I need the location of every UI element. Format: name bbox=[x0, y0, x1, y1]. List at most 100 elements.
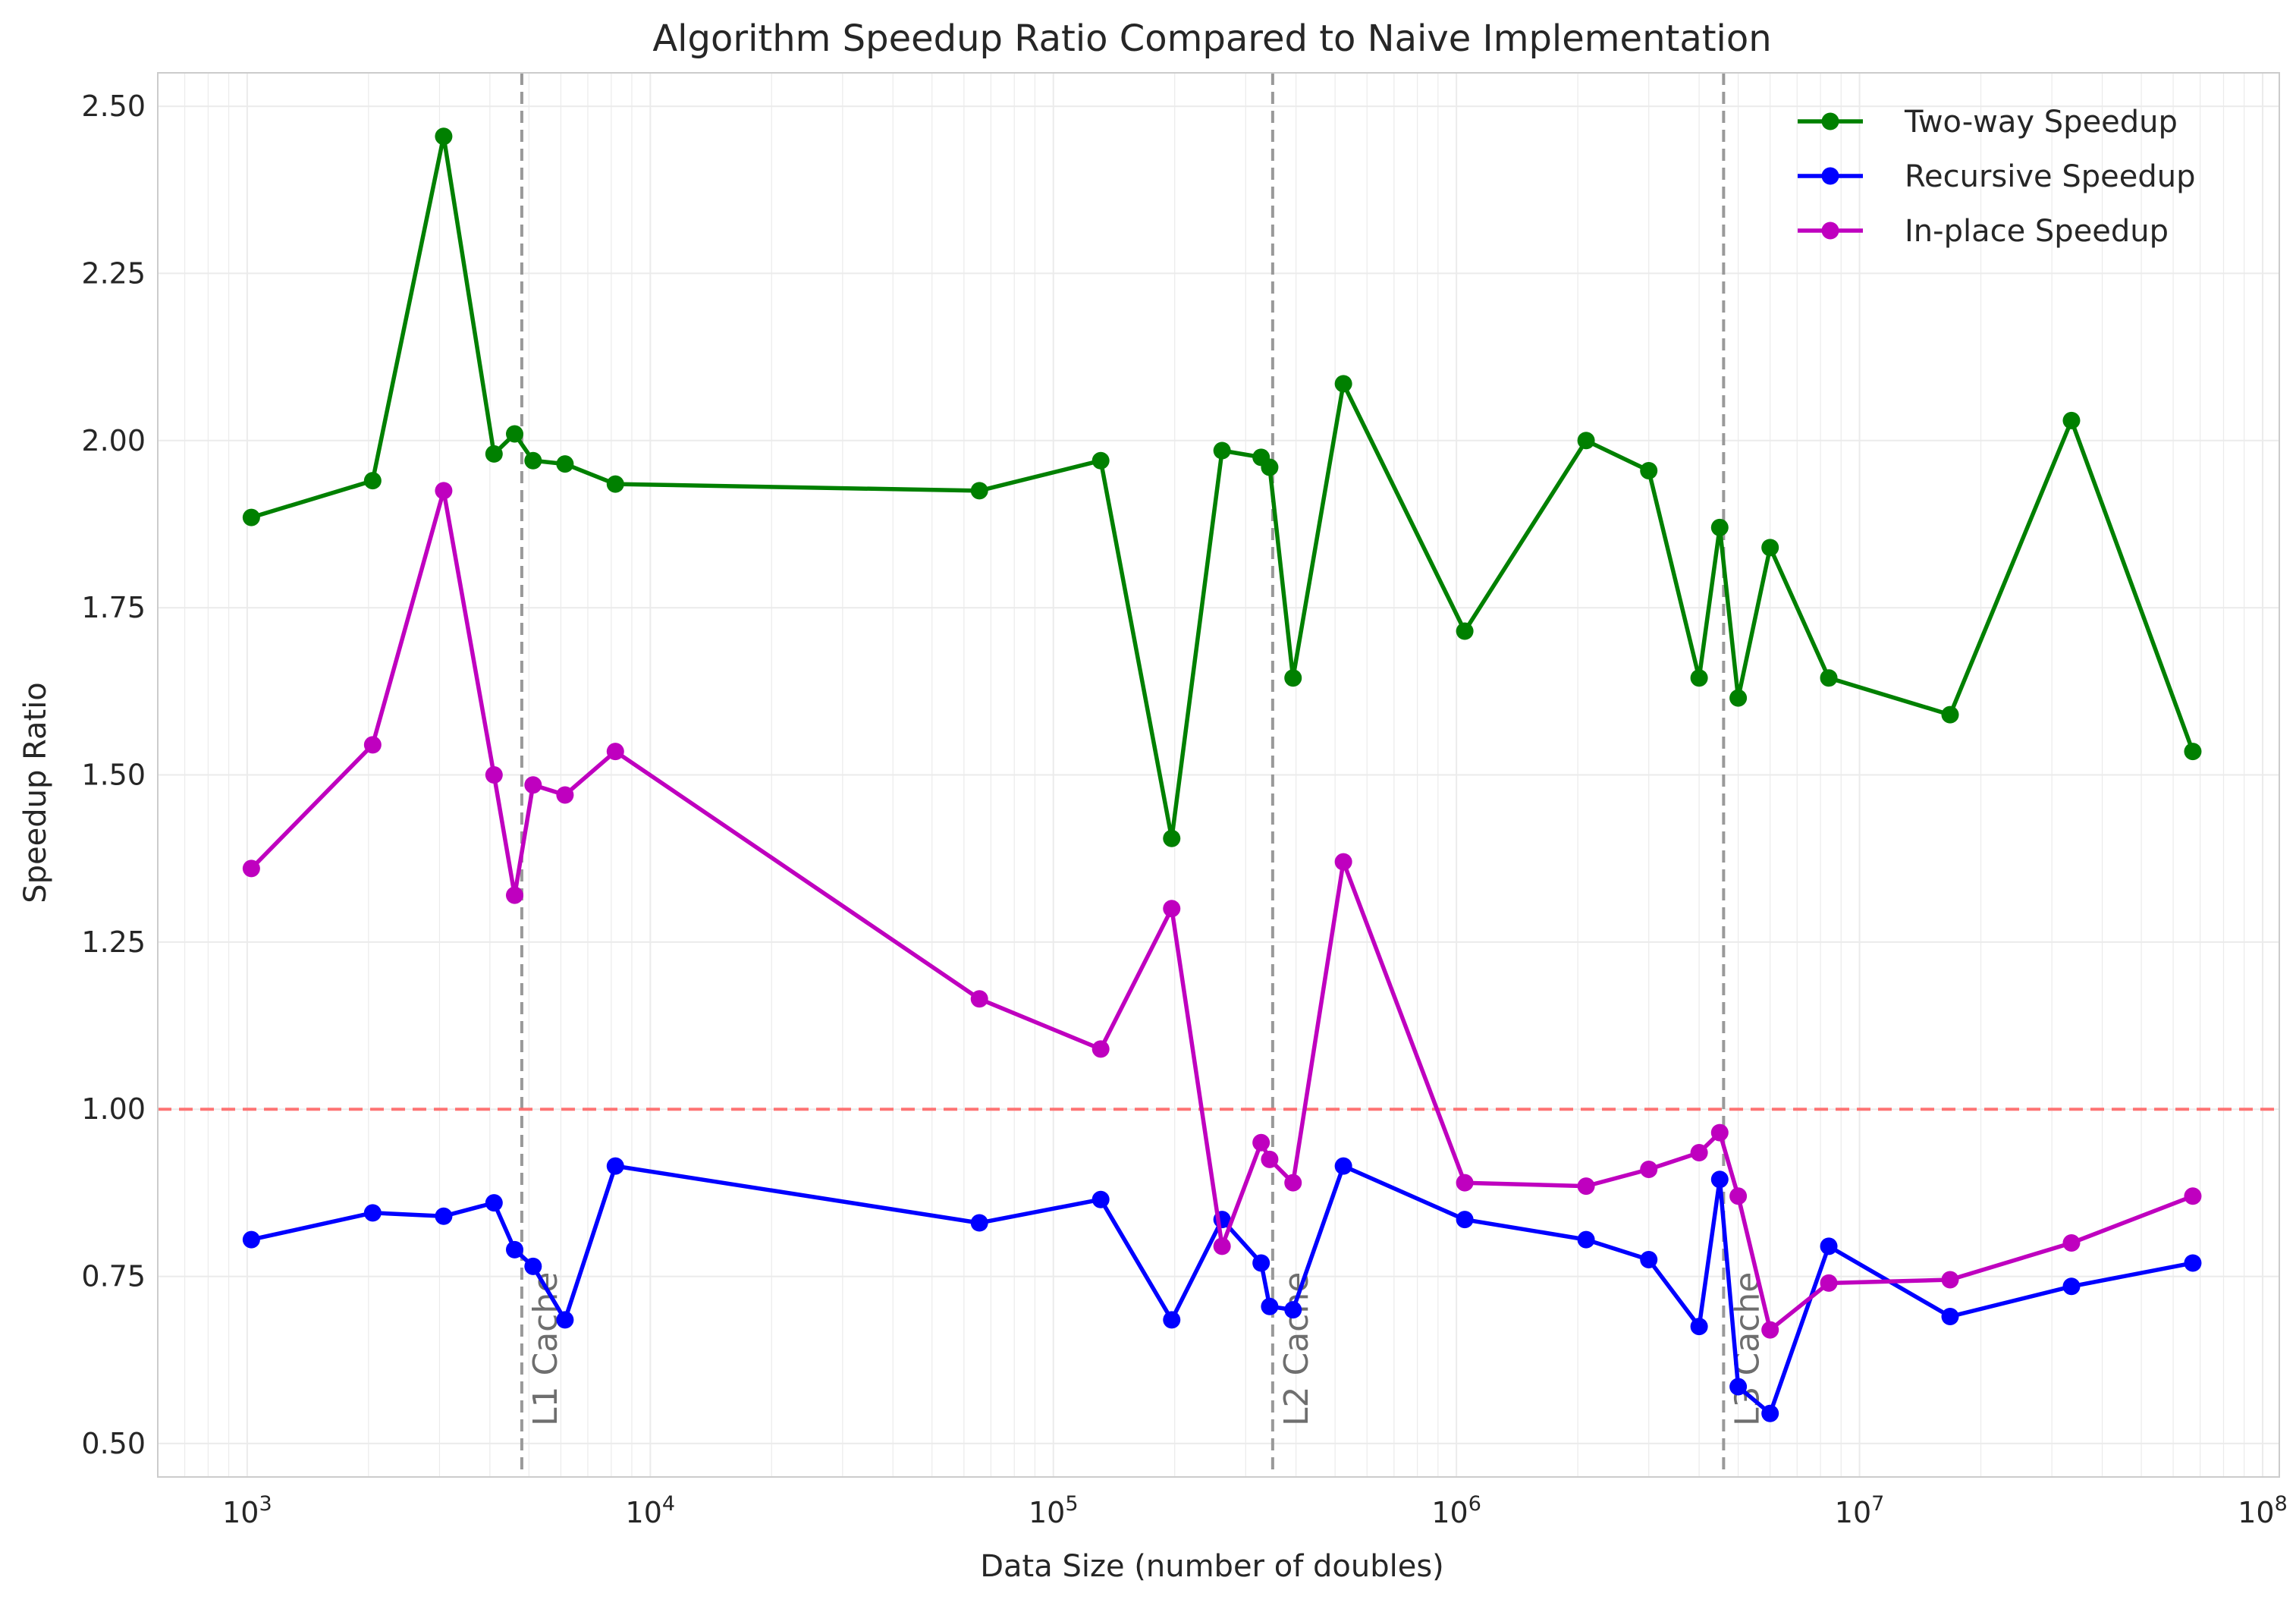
y-tick-label: 1.75 bbox=[81, 591, 146, 624]
cache-label: L1 Cache bbox=[526, 1272, 565, 1426]
data-point bbox=[2062, 411, 2081, 429]
data-point bbox=[1334, 853, 1352, 871]
data-point bbox=[363, 472, 382, 490]
x-tick-base: 10 bbox=[626, 1496, 662, 1529]
data-point bbox=[1820, 669, 1838, 687]
series-group bbox=[242, 127, 2202, 847]
data-point bbox=[1690, 669, 1708, 687]
legend-label: Two-way Speedup bbox=[1904, 105, 2178, 140]
x-tick-exponent: 7 bbox=[1871, 1492, 1884, 1516]
y-tick-label: 2.00 bbox=[81, 424, 146, 457]
data-point bbox=[556, 1311, 574, 1329]
data-point bbox=[1284, 1301, 1302, 1319]
legend-label: Recursive Speedup bbox=[1905, 159, 2195, 194]
data-point bbox=[1261, 458, 1279, 476]
data-point bbox=[1334, 1157, 1352, 1175]
data-point bbox=[1820, 1237, 1838, 1255]
data-point bbox=[1456, 1211, 1474, 1229]
reference-lines: L1 Cache L2 Cache L3 Cache bbox=[158, 73, 2279, 1477]
y-tick-label: 1.00 bbox=[81, 1092, 146, 1126]
x-tick-exponent: 3 bbox=[259, 1492, 272, 1516]
x-tick-label: 105 bbox=[1029, 1492, 1079, 1529]
data-point bbox=[1213, 1237, 1231, 1255]
data-point bbox=[606, 743, 624, 761]
y-tick-label: 2.50 bbox=[81, 90, 146, 123]
x-tick-base: 10 bbox=[1431, 1496, 1468, 1529]
data-point bbox=[242, 508, 260, 526]
data-point bbox=[485, 766, 503, 784]
data-point bbox=[242, 859, 260, 878]
x-tick-label: 103 bbox=[222, 1492, 272, 1529]
data-point bbox=[1710, 1123, 1729, 1142]
data-point bbox=[1252, 1133, 1270, 1152]
x-tick-base: 10 bbox=[1029, 1496, 1065, 1529]
y-tick-label: 1.25 bbox=[81, 925, 146, 959]
data-point bbox=[435, 1207, 453, 1225]
legend-label: In-place Speedup bbox=[1905, 214, 2169, 249]
data-point bbox=[1456, 1174, 1474, 1192]
x-tick-base: 10 bbox=[222, 1496, 259, 1529]
chart-title: Algorithm Speedup Ratio Compared to Naiv… bbox=[652, 17, 1771, 60]
data-point bbox=[1213, 441, 1231, 460]
data-point bbox=[1163, 1311, 1181, 1329]
data-point bbox=[1091, 1040, 1110, 1058]
data-point bbox=[1640, 1251, 1658, 1269]
data-series bbox=[242, 127, 2202, 1422]
data-point bbox=[1761, 539, 1779, 557]
y-tick-label: 2.25 bbox=[81, 256, 146, 290]
data-point bbox=[485, 445, 503, 463]
data-point bbox=[556, 455, 574, 473]
x-axis-label: Data Size (number of doubles) bbox=[980, 1549, 1444, 1584]
data-point bbox=[1091, 1190, 1110, 1208]
x-tick-exponent: 6 bbox=[1468, 1492, 1481, 1516]
data-point bbox=[1640, 461, 1658, 479]
x-tick-base: 10 bbox=[2238, 1496, 2274, 1529]
data-point bbox=[606, 1157, 624, 1175]
data-point bbox=[524, 776, 542, 794]
series-group bbox=[242, 482, 2202, 1339]
data-point bbox=[2184, 1254, 2202, 1272]
data-point bbox=[242, 1230, 260, 1249]
x-tick-label: 108 bbox=[2238, 1492, 2288, 1529]
data-point bbox=[363, 736, 382, 754]
data-point bbox=[1163, 900, 1181, 918]
data-point bbox=[1941, 1307, 1959, 1325]
x-tick-label: 106 bbox=[1431, 1492, 1481, 1529]
data-point bbox=[1577, 432, 1595, 450]
grid-lines bbox=[157, 73, 2279, 1477]
data-point bbox=[1941, 705, 1959, 724]
data-point bbox=[1640, 1161, 1658, 1179]
legend-marker bbox=[1821, 222, 1839, 240]
data-point bbox=[1456, 622, 1474, 640]
data-point bbox=[1729, 1378, 1748, 1396]
legend: Two-way Speedup Recursive Speedup In-place… bbox=[1798, 105, 2195, 249]
data-point bbox=[485, 1194, 503, 1212]
data-point bbox=[1091, 451, 1110, 470]
data-point bbox=[1761, 1321, 1779, 1339]
x-tick-label: 104 bbox=[626, 1492, 676, 1529]
data-point bbox=[970, 482, 988, 500]
data-point bbox=[435, 127, 453, 146]
data-point bbox=[506, 1240, 524, 1258]
data-point bbox=[1261, 1150, 1279, 1168]
y-axis-label: Speedup Ratio bbox=[18, 682, 53, 903]
data-point bbox=[1577, 1177, 1595, 1196]
x-tick-label: 107 bbox=[1835, 1492, 1885, 1529]
data-point bbox=[1729, 1187, 1748, 1205]
data-point bbox=[1577, 1230, 1595, 1249]
data-point bbox=[1710, 1171, 1729, 1189]
data-point bbox=[2062, 1234, 2081, 1252]
y-tick-label: 0.50 bbox=[81, 1427, 146, 1460]
data-point bbox=[970, 990, 988, 1008]
data-point bbox=[1729, 689, 1748, 707]
plot-frame bbox=[157, 72, 2280, 1478]
data-point bbox=[363, 1204, 382, 1222]
x-tick-exponent: 4 bbox=[662, 1492, 675, 1516]
data-point bbox=[970, 1214, 988, 1232]
legend-marker bbox=[1821, 167, 1839, 185]
data-point bbox=[506, 425, 524, 443]
data-point bbox=[1690, 1144, 1708, 1162]
